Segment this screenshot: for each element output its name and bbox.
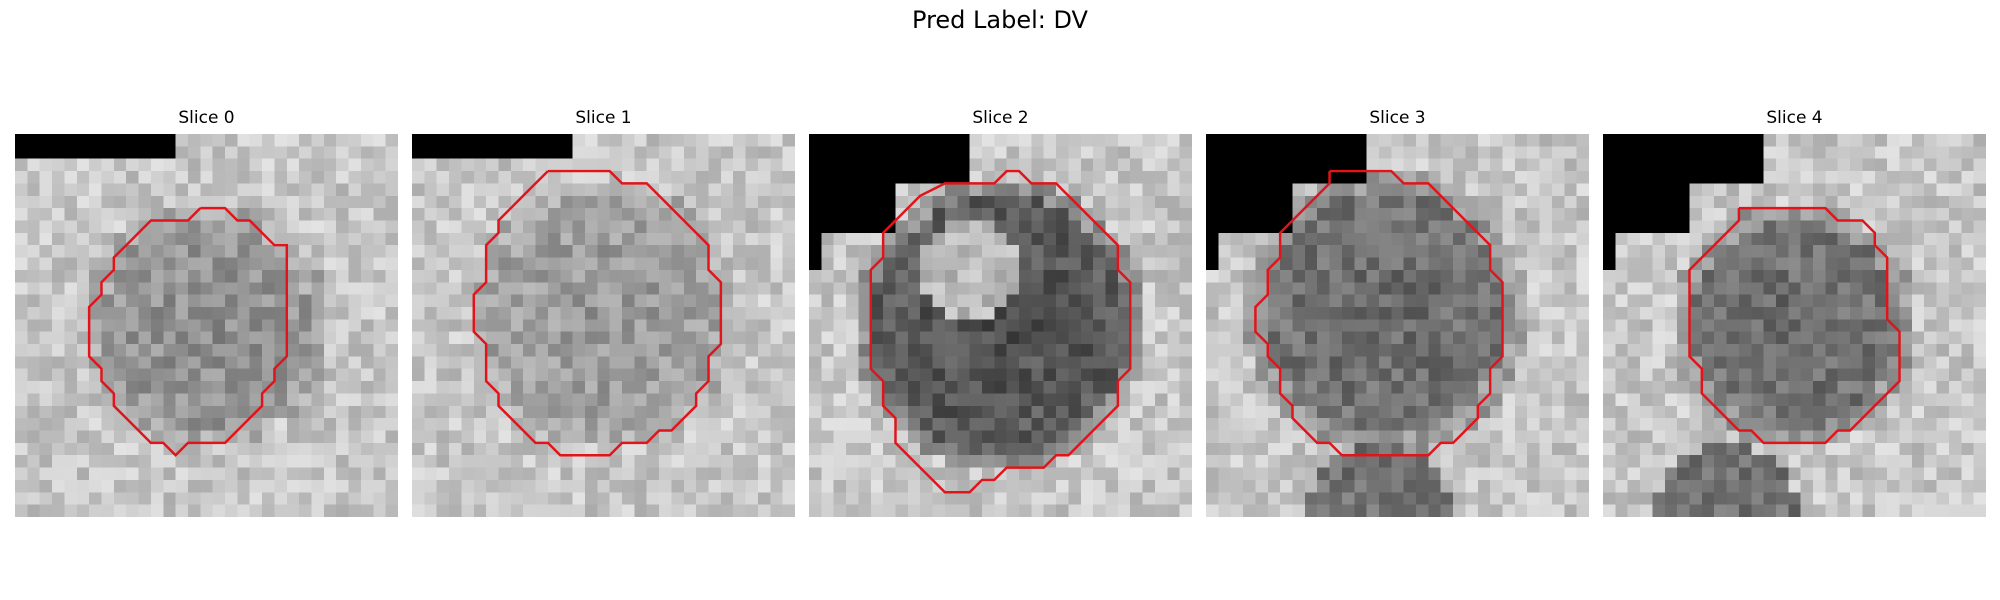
- segmentation-contour: [87, 206, 289, 457]
- slice-image: [412, 134, 795, 517]
- slice-image: [809, 134, 1192, 517]
- slice-title: Slice 3: [1369, 108, 1426, 128]
- segmentation-contour: [869, 169, 1132, 494]
- slice-pixels: [1206, 134, 1589, 517]
- slice-title: Slice 2: [972, 108, 1029, 128]
- slice-pixels: [1603, 134, 1986, 517]
- slice-title: Slice 1: [575, 108, 632, 128]
- slice-image: [1206, 134, 1589, 517]
- segmentation-contour: [1254, 169, 1504, 457]
- figure-title: Pred Label: DV: [912, 6, 1088, 34]
- slice-pixels: [412, 134, 795, 517]
- slice-panels: Slice 0 Slice 1 Slice 2 Slice 3: [15, 104, 1986, 518]
- slice-image: [15, 134, 398, 517]
- slice-image: [1603, 134, 1986, 517]
- slice-pixels: [809, 134, 1192, 517]
- slice-title: Slice 4: [1766, 108, 1823, 128]
- slice-title: Slice 0: [178, 108, 235, 128]
- segmentation-contour: [1688, 206, 1901, 445]
- segmentation-contour: [472, 169, 723, 457]
- slice-pixels: [15, 134, 398, 517]
